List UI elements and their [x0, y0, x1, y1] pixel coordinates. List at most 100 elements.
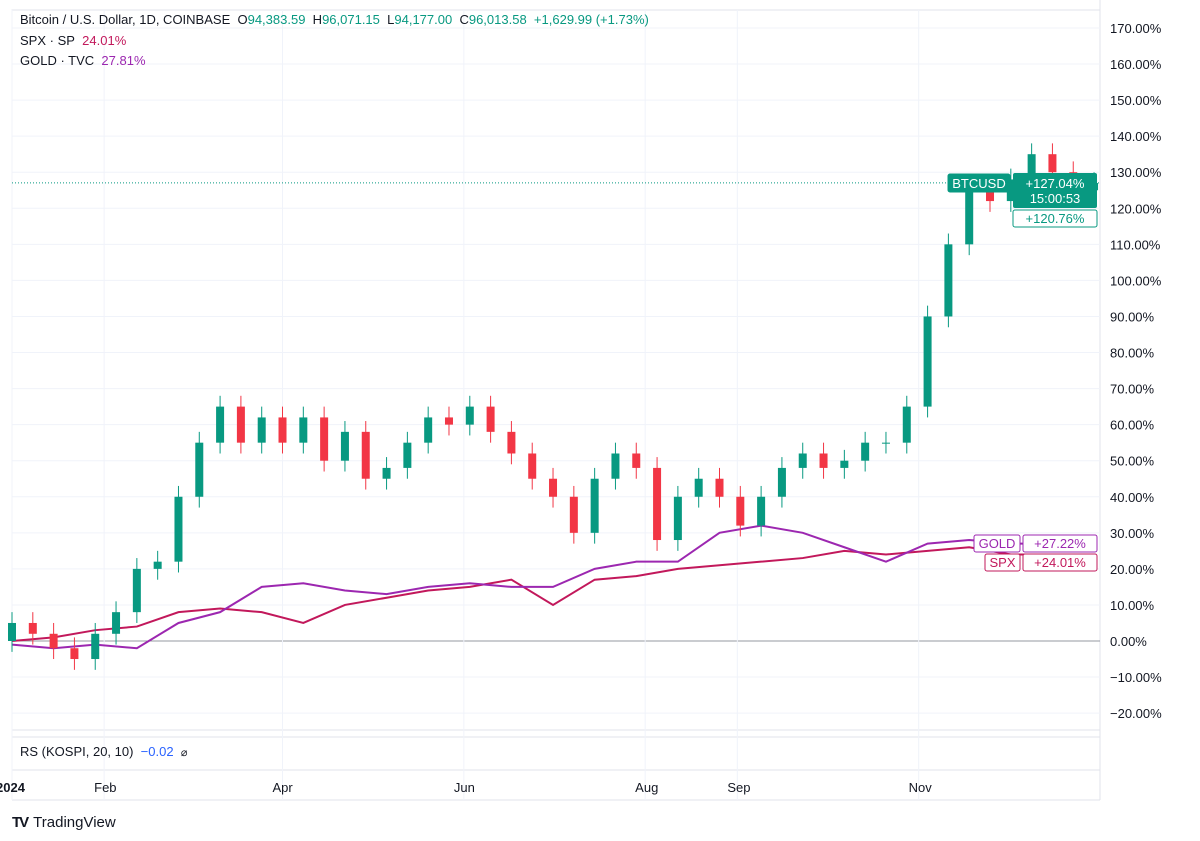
close-value: 96,013.58: [468, 12, 527, 27]
btc-candle: [611, 442, 620, 490]
btc-candle: [1006, 168, 1015, 212]
candle-body: [881, 442, 890, 444]
btc-candle: [153, 550, 162, 580]
gold-legend[interactable]: GOLD · TVC 27.81%: [20, 53, 146, 68]
btc-candle: [486, 395, 495, 443]
candle-body: [257, 417, 266, 443]
candle-body: [465, 406, 474, 425]
x-tick-label: Nov: [909, 780, 933, 795]
candle-body: [28, 622, 37, 634]
gold-tag-box: [973, 534, 1021, 553]
candle-body: [112, 612, 121, 634]
btc-prev-close: +120.76%: [1012, 209, 1098, 228]
high-value: 96,071.15: [322, 12, 380, 27]
btc-candle: [132, 558, 141, 623]
btc-candle: [549, 467, 558, 508]
candle-body: [777, 467, 786, 497]
btc-candle: [798, 442, 807, 479]
spx-legend[interactable]: SPX · SP 24.01%: [20, 33, 127, 48]
btc-tag-text: BTCUSD: [952, 176, 1005, 191]
y-tick-label: 160.00%: [1110, 57, 1162, 72]
tradingview-logo[interactable]: TV TradingView: [12, 814, 116, 831]
btc-candle: [881, 431, 890, 454]
candle-body: [1027, 154, 1036, 180]
btc-candle: [944, 233, 953, 328]
btc-countdown: 15:00:53: [1030, 191, 1081, 206]
btc-candle: [777, 457, 786, 508]
btc-candle: [320, 406, 329, 472]
btc-candle: [715, 467, 724, 508]
btc-candle: [569, 485, 578, 544]
y-tick-label: 30.00%: [1110, 526, 1155, 541]
candle-body: [424, 417, 433, 443]
spx-price-label: +24.01%: [1022, 553, 1098, 572]
gold-line: [11, 524, 1095, 650]
spx-price-label-text: +24.01%: [1034, 555, 1086, 570]
btc-candle: [340, 421, 349, 472]
candle-body: [340, 431, 349, 461]
y-tick-label: 20.00%: [1110, 562, 1155, 577]
main-legend: Bitcoin / U.S. Dollar, 1D, COINBASE O94,…: [20, 12, 649, 27]
candle-body: [798, 453, 807, 468]
btc-candle: [257, 406, 266, 454]
btc-candle: [840, 449, 849, 479]
candle-body: [299, 417, 308, 443]
btc-candle: [465, 395, 474, 436]
btc-price-value: +127.04%: [1026, 176, 1085, 191]
spx-tag-text: SPX: [989, 555, 1015, 570]
candle-body: [694, 478, 703, 497]
btc-prev-close-text: +120.76%: [1026, 211, 1085, 226]
candle-body: [216, 406, 225, 443]
spx-price-label-box: [1022, 553, 1098, 572]
candle-body: [528, 453, 537, 479]
candle-body: [632, 453, 641, 468]
candle-body: [403, 442, 412, 468]
y-tick-label: −20.00%: [1110, 706, 1162, 721]
btc-candle: [216, 395, 225, 454]
btc-candle: [49, 622, 58, 660]
indicator-legend[interactable]: RS (KOSPI, 20, 10) −0.02 ⌀: [20, 744, 188, 759]
candle-body: [986, 190, 995, 202]
y-tick-label: 0.00%: [1110, 634, 1147, 649]
btc-price-box: [1013, 173, 1097, 208]
y-tick-label: 130.00%: [1110, 165, 1162, 180]
y-tick-label: 170.00%: [1110, 21, 1162, 36]
btc-candle: [923, 305, 932, 418]
btc-candle: [382, 457, 391, 490]
y-tick-label: 40.00%: [1110, 490, 1155, 505]
y-tick-label: 90.00%: [1110, 309, 1155, 324]
open-value: 94,383.59: [247, 12, 306, 27]
candle-body: [861, 442, 870, 461]
spx-line: [11, 546, 1095, 642]
symbol-title[interactable]: Bitcoin / U.S. Dollar, 1D, COINBASE: [20, 12, 231, 27]
hidden-eye-icon[interactable]: ⌀: [180, 747, 188, 759]
btc-candle: [736, 485, 745, 537]
candle-body: [195, 442, 204, 497]
btc-candle: [299, 406, 308, 454]
gold-price-label: +27.22%: [1022, 534, 1098, 553]
candle-body: [153, 561, 162, 569]
btc-candle: [528, 442, 537, 490]
btc-candle: [861, 431, 870, 472]
btc-candle: [28, 612, 37, 645]
btc-candle: [112, 601, 121, 645]
candle-body: [673, 496, 682, 541]
btc-candle: [403, 431, 412, 479]
candle-body: [444, 417, 453, 425]
candle-body: [757, 496, 766, 526]
btc-candle: [632, 442, 641, 479]
btc-candle: [236, 395, 245, 454]
btc-candle: [653, 457, 662, 551]
candle-body: [91, 633, 100, 660]
candle-body: [486, 406, 495, 432]
candle-body: [840, 460, 849, 468]
spx-tag: SPX: [984, 553, 1021, 572]
btc-price-label: +127.04%15:00:53: [1013, 173, 1097, 208]
btc-candle: [174, 485, 183, 573]
candle-body: [653, 467, 662, 541]
x-tick-label: Apr: [273, 780, 294, 795]
gold-tag-text: GOLD: [979, 536, 1016, 551]
candle-body: [569, 496, 578, 533]
